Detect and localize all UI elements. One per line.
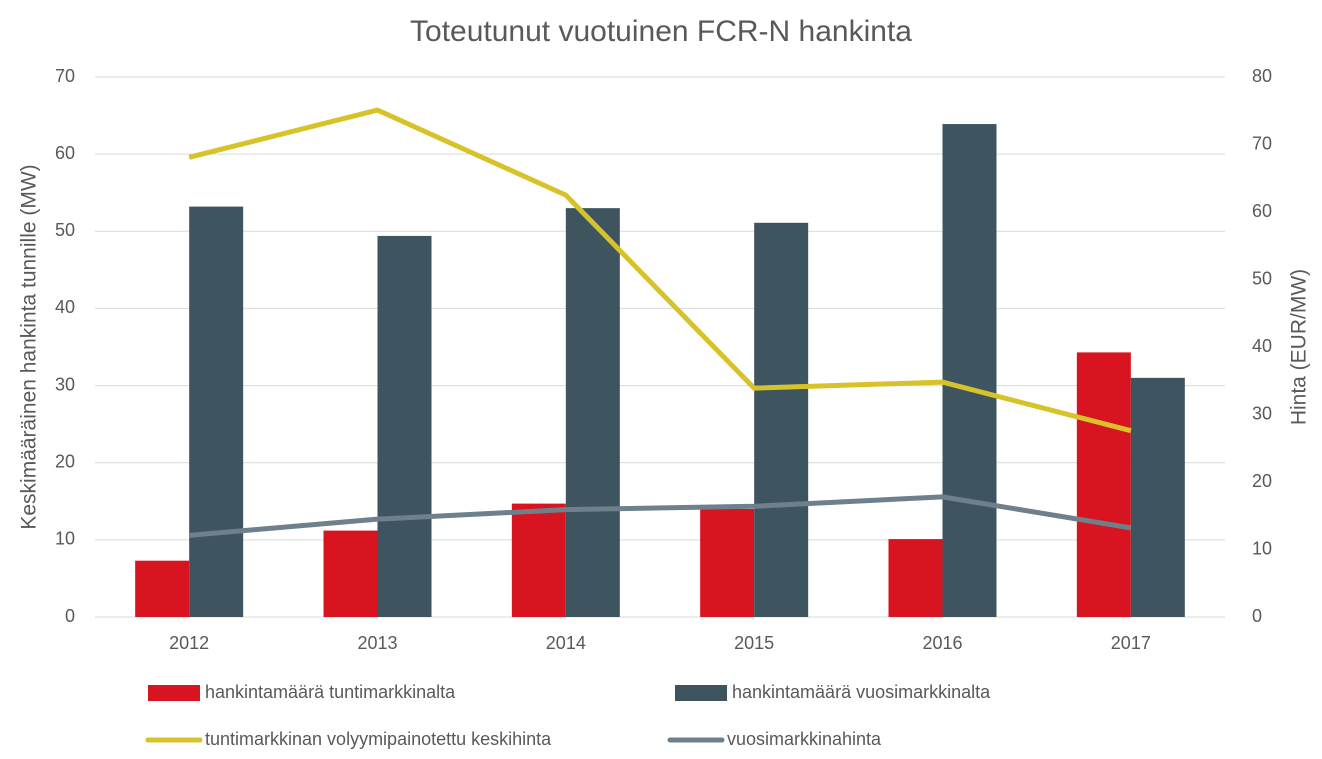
x-tick-label: 2015 xyxy=(734,633,774,653)
y2-tick-label: 30 xyxy=(1252,403,1272,423)
y-tick-label: 30 xyxy=(55,374,75,394)
legend-label: vuosimarkkinahinta xyxy=(727,729,882,749)
bar xyxy=(1130,377,1185,617)
y-tick-label: 40 xyxy=(55,297,75,317)
y-axis-label: Keskimääräinen hankinta tunnille (MW) xyxy=(18,164,41,529)
y2-tick-label: 80 xyxy=(1252,66,1272,86)
y-tick-label: 50 xyxy=(55,220,75,240)
x-tick-label: 2014 xyxy=(546,633,586,653)
legend-swatch xyxy=(675,685,727,701)
y2-tick-label: 20 xyxy=(1252,471,1272,491)
y2-tick-label: 50 xyxy=(1252,268,1272,288)
y2-tick-label: 0 xyxy=(1252,606,1262,626)
legend-label: tuntimarkkinan volyymipainotettu keskihi… xyxy=(205,729,552,749)
bar xyxy=(700,509,755,617)
bar xyxy=(565,208,620,617)
y-tick-label: 70 xyxy=(55,66,75,86)
y2-tick-label: 60 xyxy=(1252,201,1272,221)
y2-axis-label: Hinta (EUR/MW) xyxy=(1288,269,1311,425)
y2-tick-label: 40 xyxy=(1252,336,1272,356)
legend-label: hankintamäärä tuntimarkkinalta xyxy=(205,682,456,702)
y-tick-label: 0 xyxy=(65,606,75,626)
line-series xyxy=(188,494,1132,538)
bar xyxy=(942,124,997,618)
y2-tick-label: 10 xyxy=(1252,538,1272,558)
x-tick-label: 2013 xyxy=(357,633,397,653)
legend-swatch xyxy=(148,685,200,701)
y-tick-label: 20 xyxy=(55,451,75,471)
y-tick-label: 60 xyxy=(55,143,75,163)
y-tick-label: 10 xyxy=(55,529,75,549)
bar xyxy=(377,235,432,617)
bar xyxy=(754,222,809,618)
bar xyxy=(135,560,190,617)
x-tick-label: 2017 xyxy=(1111,633,1151,653)
bar xyxy=(888,539,943,617)
y2-tick-label: 70 xyxy=(1252,133,1272,153)
bar xyxy=(323,530,378,617)
chart-title: Toteutunut vuotuinen FCR-N hankinta xyxy=(410,15,912,48)
x-tick-label: 2012 xyxy=(169,633,209,653)
bar xyxy=(1076,352,1131,617)
bar xyxy=(189,206,244,617)
legend-label: hankintamäärä vuosimarkkinalta xyxy=(732,682,991,702)
x-tick-label: 2016 xyxy=(922,633,962,653)
line-series xyxy=(188,107,1132,434)
bar xyxy=(511,503,566,617)
